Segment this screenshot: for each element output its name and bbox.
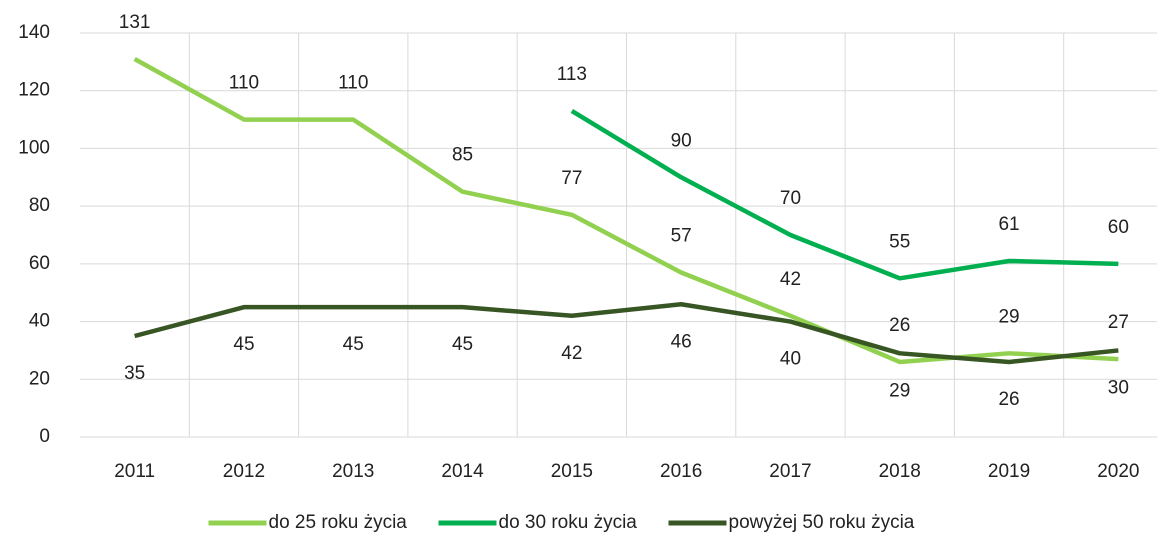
data-label: 70 [780, 188, 801, 209]
y-tick-label: 80 [29, 195, 50, 216]
data-label: 40 [780, 349, 801, 370]
data-label: 30 [1108, 377, 1129, 398]
data-label: 77 [561, 168, 582, 189]
data-label: 45 [343, 334, 364, 355]
data-label: 55 [889, 231, 910, 252]
data-label: 110 [338, 73, 368, 94]
x-tick-label: 2020 [1097, 461, 1139, 482]
x-tick-label: 2015 [551, 461, 593, 482]
x-tick-label: 2014 [441, 461, 484, 482]
data-label: 26 [998, 389, 1019, 410]
y-tick-label: 100 [18, 137, 50, 158]
y-tick-label: 0 [39, 426, 50, 447]
data-label: 110 [229, 73, 259, 94]
data-label: 60 [1108, 217, 1129, 238]
x-tick-label: 2016 [660, 461, 702, 482]
x-tick-label: 2017 [769, 461, 811, 482]
data-label: 46 [671, 331, 692, 352]
legend-label: do 30 roku życia [499, 512, 638, 533]
x-tick-label: 2013 [332, 461, 374, 482]
data-label: 42 [780, 269, 801, 290]
data-label: 42 [561, 343, 582, 364]
data-label: 29 [889, 380, 910, 401]
data-label: 61 [998, 214, 1019, 235]
data-label: 90 [671, 130, 692, 151]
legend-label: do 25 roku życia [269, 512, 408, 533]
y-tick-label: 40 [29, 311, 50, 332]
x-tick-label: 2012 [223, 461, 265, 482]
data-label: 26 [889, 315, 910, 336]
data-label: 45 [452, 334, 473, 355]
legend-label: powyżej 50 roku życia [729, 512, 915, 533]
x-tick-label: 2019 [988, 461, 1030, 482]
y-tick-label: 140 [18, 22, 50, 43]
series-line [134, 302, 1119, 365]
y-tick-label: 20 [29, 368, 50, 389]
data-label: 57 [671, 226, 692, 247]
x-tick-label: 2011 [114, 461, 155, 482]
data-label: 29 [998, 306, 1019, 327]
data-label: 35 [124, 363, 145, 384]
series-line [570, 108, 1119, 281]
data-label: 131 [119, 12, 151, 33]
x-tick-label: 2018 [879, 461, 921, 482]
data-label: 113 [557, 64, 587, 85]
data-label: 85 [452, 145, 473, 166]
y-tick-label: 120 [18, 80, 50, 101]
y-tick-label: 60 [29, 253, 50, 274]
data-label: 45 [233, 334, 254, 355]
data-label: 27 [1108, 312, 1129, 333]
